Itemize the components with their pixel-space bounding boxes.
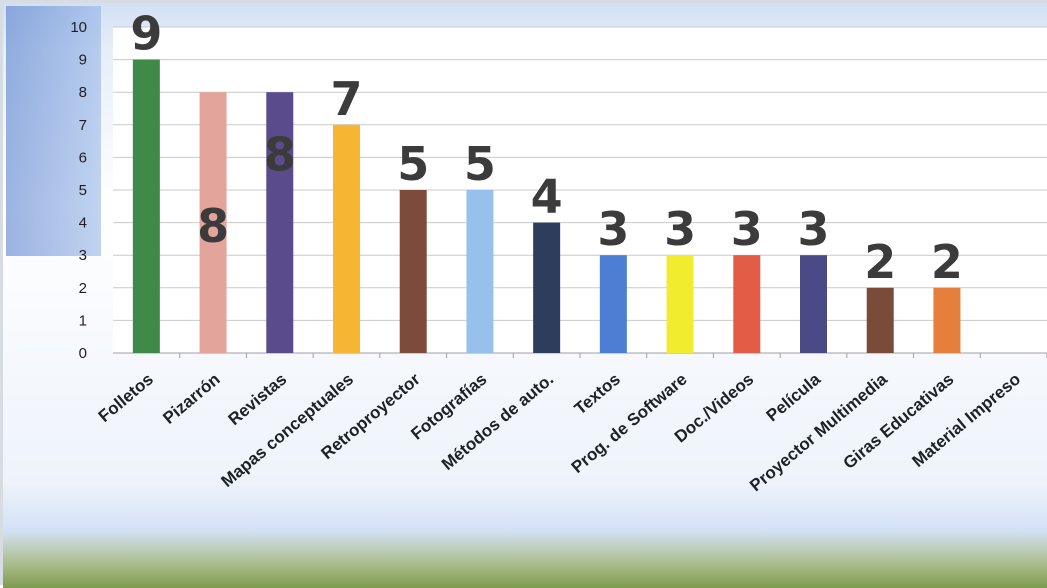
bar [399, 190, 427, 353]
y-tick-label: 2 [79, 280, 87, 297]
y-tick-label: 8 [79, 84, 87, 101]
y-tick-label: 7 [79, 117, 87, 134]
bar [466, 190, 494, 353]
data-label: 2 [864, 235, 896, 289]
data-label: 2 [931, 235, 963, 289]
bar [132, 59, 160, 353]
bar [533, 222, 561, 353]
data-label: 3 [797, 202, 829, 256]
y-tick-label: 5 [79, 182, 87, 199]
bar [733, 255, 761, 353]
data-label: 5 [464, 137, 496, 191]
bar [266, 92, 294, 353]
data-label: 8 [197, 199, 229, 253]
y-tick-label: 4 [79, 215, 87, 232]
bar [599, 255, 627, 353]
data-label: 3 [597, 202, 629, 256]
data-label: 7 [330, 72, 362, 126]
data-label: 5 [397, 137, 429, 191]
y-tick-label: 1 [79, 312, 87, 329]
bar [333, 124, 360, 353]
y-tick-label: 6 [79, 149, 87, 166]
bar [199, 92, 227, 353]
bar [933, 287, 961, 353]
bar [800, 255, 827, 353]
y-tick-label: 0 [79, 345, 87, 362]
y-tick-label: 9 [79, 52, 87, 69]
data-label: 3 [664, 202, 696, 256]
bars [132, 59, 961, 353]
data-label: 9 [130, 7, 162, 61]
y-tick-label: 10 [70, 19, 87, 36]
y-axis: 0 1 2 3 4 5 6 7 8 9 10 [70, 19, 87, 362]
chart-side-shade [6, 6, 101, 256]
data-label: 3 [731, 202, 763, 256]
data-label: 4 [531, 170, 563, 224]
bar [866, 287, 894, 353]
y-tick-label: 3 [79, 247, 87, 264]
bar [666, 255, 694, 353]
data-label: 8 [264, 127, 296, 181]
